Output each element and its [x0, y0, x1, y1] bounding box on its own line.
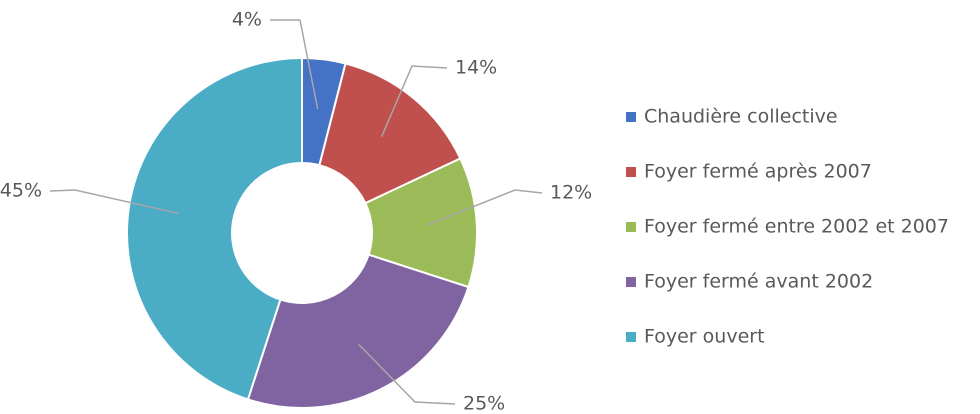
- data-label: 12%: [550, 182, 592, 204]
- data-label: 25%: [463, 393, 505, 414]
- legend-swatch: [626, 332, 636, 342]
- legend-swatch: [626, 222, 636, 232]
- slice: [318, 62, 462, 205]
- legend-swatch: [626, 277, 636, 287]
- leader-line: [49, 189, 179, 215]
- legend-label: Chaudière collective: [644, 106, 838, 128]
- legend-swatch: [626, 167, 636, 177]
- slice: [246, 253, 470, 409]
- leader-line: [426, 189, 543, 226]
- slice: [126, 56, 303, 401]
- legend-label: Foyer fermé après 2007: [644, 161, 872, 183]
- legend-label: Foyer fermé avant 2002: [644, 271, 873, 293]
- legend-swatch: [626, 112, 636, 122]
- leader-line: [380, 65, 448, 137]
- leader-line: [358, 343, 456, 405]
- leader-line: [270, 19, 319, 110]
- data-label: 4%: [232, 9, 262, 31]
- data-label: 45%: [0, 180, 42, 202]
- legend-label: Foyer ouvert: [644, 326, 765, 348]
- data-label: 14%: [455, 57, 497, 79]
- legend-label: Foyer fermé entre 2002 et 2007: [644, 216, 949, 238]
